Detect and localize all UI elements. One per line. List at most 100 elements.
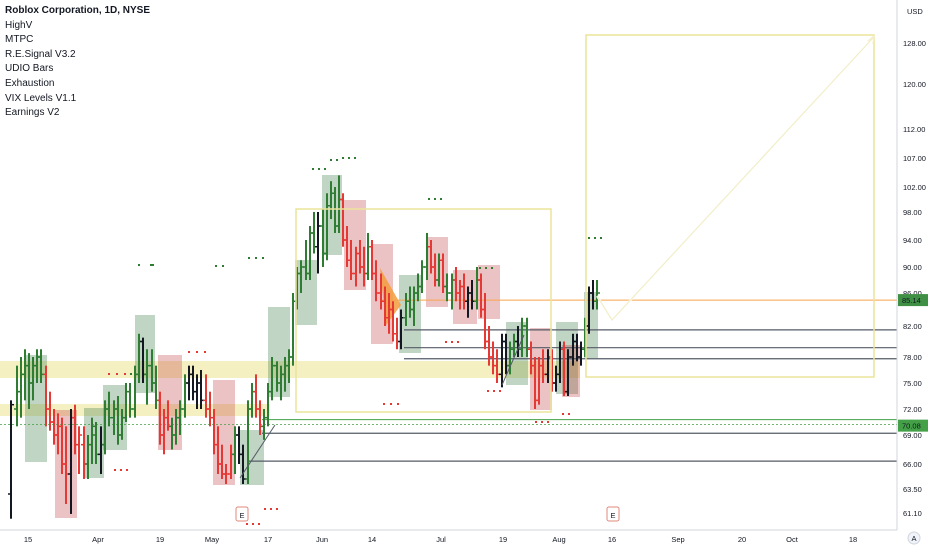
time-tick-label: Jun	[316, 535, 328, 544]
signal-dot-red	[562, 413, 564, 415]
price-tick-label: 72.00	[903, 405, 922, 414]
price-tick-label: 86.00	[903, 289, 922, 298]
signal-zone-box	[584, 292, 598, 358]
signal-dots-layer	[108, 157, 602, 525]
marker-price-badge	[898, 419, 928, 432]
last-price-label: 85.14	[902, 296, 921, 305]
price-tick-label: 107.00	[903, 154, 926, 163]
signal-dot-red	[124, 373, 126, 375]
signal-dot-green	[600, 237, 602, 239]
price-tick-label: 112.00	[903, 125, 925, 134]
projection-arrow-shadow	[596, 37, 874, 322]
earnings-marker-label: E	[239, 511, 244, 520]
time-tick-label: Sep	[671, 535, 684, 544]
earnings-marker-badge	[235, 506, 249, 522]
signal-dot-green	[428, 198, 430, 200]
indicator-boxes-layer	[0, 175, 598, 518]
time-tick-label: 19	[156, 535, 164, 544]
price-bar	[594, 280, 600, 310]
time-tick-label: Oct	[786, 535, 799, 544]
signal-dot-green	[342, 157, 344, 159]
drawn-rectangle-target	[585, 34, 875, 378]
auto-scale-button	[907, 531, 921, 545]
signal-zone-box	[478, 265, 500, 319]
trend-line	[239, 424, 276, 479]
signal-dot-red	[114, 469, 116, 471]
chart-legend: Roblox Corporation, 1D, NYSE HighV MTPC …	[5, 4, 150, 121]
price-tick-label: 78.00	[903, 353, 922, 362]
signal-dot-green	[330, 159, 332, 161]
signal-dot-green	[248, 257, 250, 259]
drawn-rectangle-range	[295, 208, 552, 413]
price-tick-label: 120.00	[903, 80, 926, 89]
signal-dot-red	[493, 390, 495, 392]
drawing-overlay-layer	[239, 34, 875, 479]
signal-dot-red	[120, 469, 122, 471]
price-tick-label: 75.00	[903, 379, 922, 388]
signal-dot-red	[264, 508, 266, 510]
signal-dot-red	[383, 403, 385, 405]
signal-dot-red	[547, 421, 549, 423]
signal-dot-red	[116, 373, 118, 375]
signal-dot-green	[434, 198, 436, 200]
projection-arrow	[596, 37, 874, 321]
signal-dot-green	[348, 157, 350, 159]
price-tick-label: 102.00	[903, 183, 926, 192]
price-tick-label: 94.00	[903, 236, 922, 245]
indicator-udio-bars[interactable]: UDIO Bars	[5, 63, 54, 75]
signal-dot-red	[204, 351, 206, 353]
signal-dot-green	[150, 264, 152, 266]
signal-dot-green	[130, 373, 132, 375]
signal-dot-green	[479, 267, 481, 269]
signal-dot-green	[491, 267, 493, 269]
price-bars-layer	[8, 175, 600, 519]
signal-dot-green	[324, 168, 326, 170]
signal-dot-green	[594, 237, 596, 239]
signal-dot-red	[276, 508, 278, 510]
indicator-exhaustion[interactable]: Exhaustion	[5, 77, 55, 89]
currency-label: USD	[907, 7, 923, 16]
time-tick-label: 16	[608, 535, 616, 544]
price-tick-label: 98.00	[903, 208, 922, 217]
indicator-highv[interactable]: HighV	[5, 19, 33, 31]
horizontal-levels-layer	[0, 299, 897, 462]
indicator-earnings[interactable]: Earnings V2	[5, 107, 60, 119]
indicator-vix-levels[interactable]: VIX Levels V1.1	[5, 92, 77, 104]
trend-line	[501, 334, 525, 386]
signal-dot-green	[588, 237, 590, 239]
price-tick-label: 128.00	[903, 39, 926, 48]
signal-dot-green	[138, 264, 140, 266]
price-bar	[194, 374, 200, 409]
indicator-mtpc[interactable]: MTPC	[5, 34, 34, 46]
time-tick-label: 18	[849, 535, 857, 544]
price-bar	[89, 417, 95, 464]
signal-zone-box	[562, 345, 580, 397]
time-tick-label: Jul	[436, 535, 446, 544]
signal-dot-green	[318, 168, 320, 170]
signal-dot-green	[485, 267, 487, 269]
price-tick-label: 90.00	[903, 263, 922, 272]
earnings-marker-label: E	[610, 511, 615, 520]
signal-dot-red	[568, 413, 570, 415]
time-tick-label: 15	[24, 535, 32, 544]
chart-title[interactable]: Roblox Corporation, 1D, NYSE	[5, 5, 151, 16]
signal-dot-green	[354, 157, 356, 159]
signal-dot-green	[215, 265, 217, 267]
signal-dot-green	[155, 373, 157, 375]
price-bar	[8, 400, 14, 519]
signal-dot-red	[451, 341, 453, 343]
time-tick-label: 14	[368, 535, 376, 544]
price-tick-label: 82.00	[903, 322, 922, 331]
signal-dot-red	[246, 523, 248, 525]
auto-scale-label: A	[911, 534, 916, 543]
signal-dot-red	[457, 341, 459, 343]
earnings-marker-badge	[606, 506, 620, 522]
time-tick-label: 19	[499, 535, 507, 544]
signal-dot-red	[196, 351, 198, 353]
indicator-re-signal[interactable]: R.E.Signal V3.2	[5, 48, 76, 60]
time-tick-label: Aug	[552, 535, 565, 544]
signal-dot-green	[222, 265, 224, 267]
price-bar	[486, 326, 492, 366]
signal-dot-green	[336, 159, 338, 161]
